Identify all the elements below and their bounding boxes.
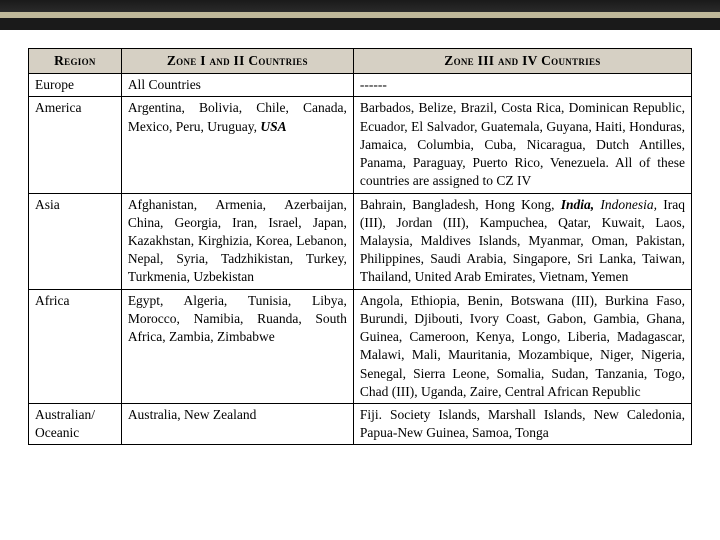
- cell-zone34: Bahrain, Bangladesh, Hong Kong, India, I…: [353, 193, 691, 289]
- table-row: AsiaAfghanistan, Armenia, Azerbaijan, Ch…: [29, 193, 692, 289]
- cell-region: Africa: [29, 289, 122, 403]
- cell-zone12: All Countries: [121, 74, 353, 97]
- zones-table: Region Zone I and II Countries Zone III …: [28, 48, 692, 445]
- cell-zone34: Barbados, Belize, Brazil, Costa Rica, Do…: [353, 97, 691, 193]
- cell-region: Asia: [29, 193, 122, 289]
- page-container: Region Zone I and II Countries Zone III …: [0, 30, 720, 445]
- table-row: AfricaEgypt, Algeria, Tunisia, Libya, Mo…: [29, 289, 692, 403]
- table-row: EuropeAll Countries------: [29, 74, 692, 97]
- table-row: AmericaArgentina, Bolivia, Chile, Canada…: [29, 97, 692, 193]
- cell-zone12: Egypt, Algeria, Tunisia, Libya, Morocco,…: [121, 289, 353, 403]
- cell-zone34: ------: [353, 74, 691, 97]
- cell-zone34: Angola, Ethiopia, Benin, Botswana (III),…: [353, 289, 691, 403]
- cell-zone34: Fiji. Society Islands, Marshall Islands,…: [353, 403, 691, 444]
- cell-region: Australian/ Oceanic: [29, 403, 122, 444]
- cell-zone12: Australia, New Zealand: [121, 403, 353, 444]
- cell-zone12: Afghanistan, Armenia, Azerbaijan, China,…: [121, 193, 353, 289]
- col-header-region: Region: [29, 49, 122, 74]
- cell-region: America: [29, 97, 122, 193]
- table-header-row: Region Zone I and II Countries Zone III …: [29, 49, 692, 74]
- col-header-zone34: Zone III and IV Countries: [353, 49, 691, 74]
- cell-zone12: Argentina, Bolivia, Chile, Canada, Mexic…: [121, 97, 353, 193]
- col-header-zone12: Zone I and II Countries: [121, 49, 353, 74]
- decorative-top-band: [0, 0, 720, 30]
- cell-region: Europe: [29, 74, 122, 97]
- table-body: EuropeAll Countries------AmericaArgentin…: [29, 74, 692, 445]
- table-row: Australian/ OceanicAustralia, New Zealan…: [29, 403, 692, 444]
